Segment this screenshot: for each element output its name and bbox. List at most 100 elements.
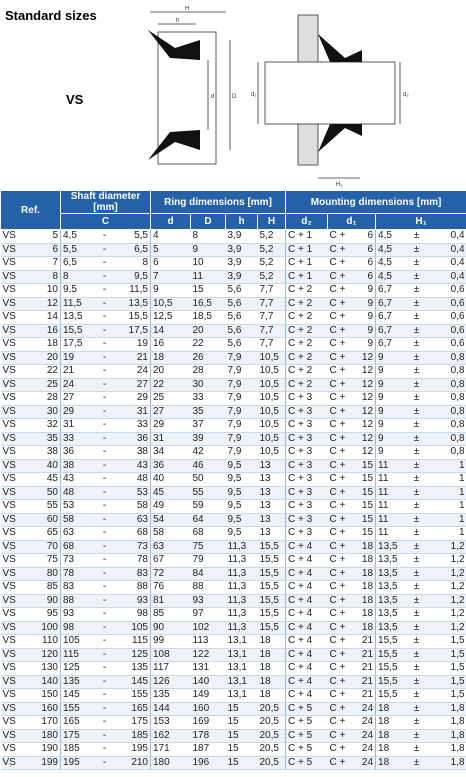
table-cell: 7 — [30, 256, 61, 271]
table-cell: - — [90, 580, 119, 595]
table-cell: ± — [405, 364, 428, 379]
table-cell: 102 — [190, 621, 226, 635]
table-cell: 50 — [190, 472, 226, 487]
table-cell: 13 — [257, 486, 287, 500]
table-cell: ± — [405, 526, 428, 541]
table-cell: 6,7 — [375, 337, 406, 352]
table-cell: ± — [405, 486, 428, 500]
table-cell: 15,5 — [60, 324, 91, 338]
table-cell: 10,5 — [257, 405, 287, 419]
table-cell: 187 — [190, 742, 226, 757]
table-cell: 11 — [375, 472, 406, 487]
table-cell: C + 4 — [285, 688, 328, 703]
table-cell: 11 — [375, 459, 406, 473]
table-cell: 0,8 — [427, 364, 466, 379]
column-header: Shaft diameter [mm] — [60, 190, 151, 214]
table-cell: 15,5 — [257, 540, 287, 554]
table-cell: 36 — [60, 445, 91, 460]
table-cell: - — [90, 675, 119, 689]
table-cell: - — [90, 310, 119, 325]
table-cell: 115 — [60, 648, 91, 662]
table-cell: 160 — [190, 702, 226, 716]
table-cell: 0,4 — [427, 229, 466, 244]
table-cell: - — [90, 256, 119, 271]
table-cell: ± — [405, 499, 428, 514]
table-cell: 210 — [118, 756, 151, 770]
table-cell: 5,6 — [225, 310, 258, 325]
table-cell: 13,1 — [225, 688, 258, 703]
table-cell: 11 — [375, 513, 406, 527]
drawings: Standard sizes VS H h d D d₁ d₂ H₁ — [5, 6, 409, 188]
table-cell: VS — [0, 310, 31, 325]
table-cell: 1,8 — [427, 742, 466, 757]
table-cell: - — [90, 270, 119, 284]
table-cell: 38 — [60, 459, 91, 473]
table-cell: 7,9 — [225, 432, 258, 446]
table-cell: C + — [327, 351, 356, 365]
table-cell: 6,5 — [60, 256, 91, 271]
table-cell: 130 — [30, 661, 61, 676]
column-header: C — [60, 213, 151, 230]
table-cell: - — [90, 499, 119, 514]
table-cell: VS — [0, 621, 31, 635]
table-cell: 11,3 — [225, 621, 258, 635]
table-cell: 1,8 — [427, 715, 466, 730]
table-cell: 21 — [355, 675, 377, 689]
table-cell: ± — [405, 513, 428, 527]
table-cell: 12 — [355, 405, 377, 419]
table-cell: - — [90, 540, 119, 554]
table-cell: VS — [0, 607, 31, 622]
table-cell: 3,9 — [225, 270, 258, 284]
table-cell: 185 — [118, 729, 151, 743]
table-cell: - — [90, 297, 119, 311]
table-cell: 5,6 — [225, 337, 258, 352]
table-cell: 1,2 — [427, 553, 466, 568]
table-cell: 8 — [60, 270, 91, 284]
table-cell: 14 — [30, 310, 61, 325]
table-cell: C + 4 — [285, 675, 328, 689]
table-cell: VS — [0, 526, 31, 541]
table-cell: 126 — [150, 675, 191, 689]
table-cell: C + 1 — [285, 229, 328, 244]
table-cell: ± — [405, 405, 428, 419]
table-cell: ± — [405, 607, 428, 622]
table-cell: ± — [405, 715, 428, 730]
table-cell: 10 — [190, 256, 226, 271]
table-cell: VS — [0, 445, 31, 460]
table-cell: ± — [405, 742, 428, 757]
table-cell: 33 — [118, 418, 151, 433]
table-cell: 83 — [60, 580, 91, 595]
table-cell: VS — [0, 486, 31, 500]
table-cell: 9 — [375, 391, 406, 406]
table-cell: 15 — [225, 742, 258, 757]
table-cell: 75 — [30, 553, 61, 568]
table-cell: ± — [405, 418, 428, 433]
table-cell: C + 1 — [285, 256, 328, 271]
table-cell: 15,5 — [375, 675, 406, 689]
table-cell: 7,7 — [257, 324, 287, 338]
table-cell: C + — [327, 418, 356, 433]
table-cell: 29 — [150, 418, 191, 433]
table-cell: 55 — [30, 499, 61, 514]
table-cell: 90 — [150, 621, 191, 635]
table-cell: 28 — [30, 391, 61, 406]
table-cell: ± — [405, 472, 428, 487]
table-cell: 46 — [190, 459, 226, 473]
table-cell: 31 — [118, 405, 151, 419]
table-cell: 20,5 — [257, 742, 287, 757]
table-cell: 5,2 — [257, 243, 287, 257]
table-cell: 38 — [118, 445, 151, 460]
table-cell: 0,8 — [427, 351, 466, 365]
